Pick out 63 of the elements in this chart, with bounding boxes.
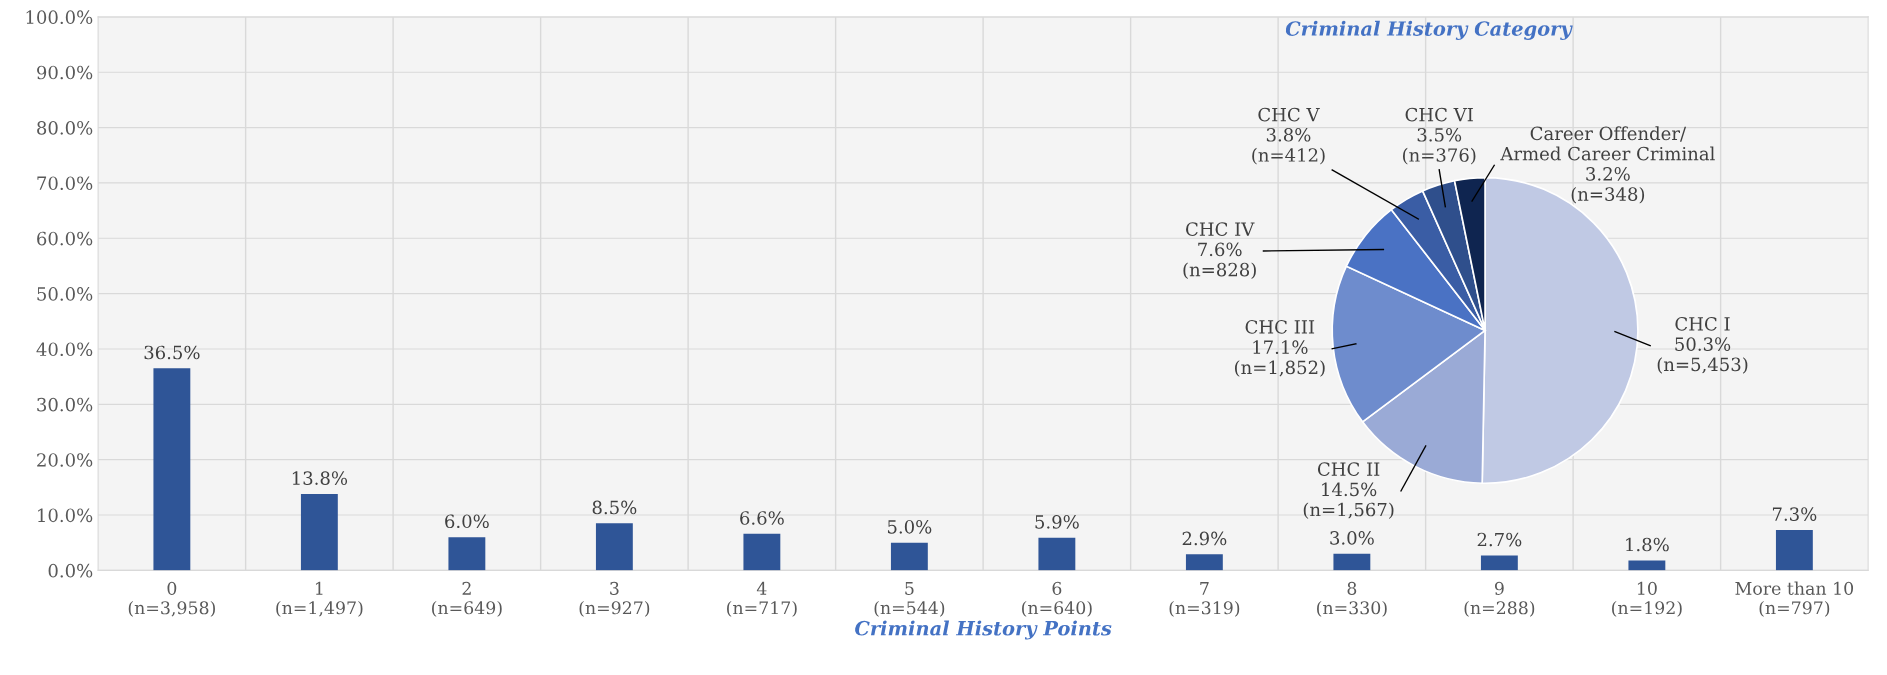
slice-label: CHC V: [1258, 107, 1320, 122]
x-tick-label: 9 (n=288): [1464, 581, 1535, 617]
slice-label: CHC III: [1245, 320, 1315, 334]
x-tick-label: 10 (n=192): [1612, 581, 1682, 617]
y-tick-label: 0.0%: [48, 563, 93, 578]
slice-label: CHC I: [1675, 317, 1730, 331]
y-tick-label: 10.0%: [38, 508, 93, 523]
bar: [890, 542, 928, 571]
bar: [1333, 553, 1371, 571]
x-tick-label: 8 (n=330): [1317, 581, 1387, 617]
data-label: 1.8%: [1626, 537, 1669, 552]
x-tick-label: 1 (n=1,497): [276, 581, 363, 617]
data-label: 2.9%: [1182, 531, 1227, 546]
slice-label: CHC VI: [1405, 107, 1473, 122]
bar: [153, 368, 191, 571]
y-tick-label: 20.0%: [37, 453, 93, 467]
data-label: 50.3% (n=5,453): [1657, 337, 1748, 374]
y-tick-label: 50.0%: [37, 287, 93, 301]
bar: [300, 493, 338, 571]
y-tick-label: 100.0%: [26, 10, 93, 24]
slice-label: CHC IV: [1186, 222, 1255, 236]
x-tick-label: 2 (n=649): [432, 581, 502, 617]
data-label: 14.5% (n=1,567): [1303, 482, 1394, 519]
bar: [1038, 537, 1076, 571]
data-label: 36.5%: [144, 345, 200, 360]
bar: [1480, 555, 1518, 571]
y-tick-label: 30.0%: [37, 397, 93, 412]
data-label: 6.0%: [445, 514, 489, 529]
y-tick-label: 40.0%: [36, 342, 93, 357]
chart-title: Criminal History Category: [1285, 20, 1573, 40]
data-label: 17.1% (n=1,852): [1235, 340, 1325, 377]
y-tick-label: 70.0%: [37, 176, 93, 191]
bar: [1185, 554, 1223, 571]
data-label: 13.8%: [292, 471, 348, 485]
x-tick-label: 6 (n=640): [1022, 581, 1092, 617]
bar: [448, 537, 486, 571]
y-tick-label: 60.0%: [37, 231, 93, 246]
data-label: 6.6%: [740, 511, 784, 525]
data-label: 3.2% (n=348): [1571, 167, 1645, 204]
data-label: 7.3%: [1772, 507, 1817, 521]
data-label: 7.6% (n=828): [1183, 242, 1256, 279]
x-tick-label: 3 (n=927): [579, 581, 650, 617]
bar: [743, 533, 781, 571]
bar: [1775, 529, 1813, 571]
y-tick-label: 80.0%: [37, 121, 93, 135]
x-tick-label: 5 (n=544): [874, 582, 945, 617]
x-tick-label: 0 (n=3,958): [128, 581, 215, 617]
data-label: 8.5%: [592, 500, 637, 515]
bar: [595, 523, 633, 571]
y-tick-label: 90.0%: [37, 65, 93, 80]
x-tick-label: 4 (n=717): [727, 581, 797, 617]
data-label: 3.8% (n=412): [1252, 127, 1325, 165]
data-label: 5.9%: [1035, 515, 1079, 529]
data-label: 3.0%: [1330, 531, 1374, 545]
bar: [1628, 560, 1666, 571]
x-tick-label: More than 10 (n=797): [1735, 581, 1854, 617]
data-label: 2.7%: [1477, 532, 1522, 547]
slice-label: CHC II: [1317, 462, 1380, 476]
data-label: 5.0%: [887, 519, 932, 534]
x-axis-title: Criminal History Points: [855, 620, 1112, 640]
slice-label: Career Offender/ Armed Career Criminal: [1500, 126, 1715, 161]
data-label: 3.5% (n=376): [1402, 127, 1476, 165]
x-tick-label: 7 (n=319): [1169, 582, 1240, 617]
